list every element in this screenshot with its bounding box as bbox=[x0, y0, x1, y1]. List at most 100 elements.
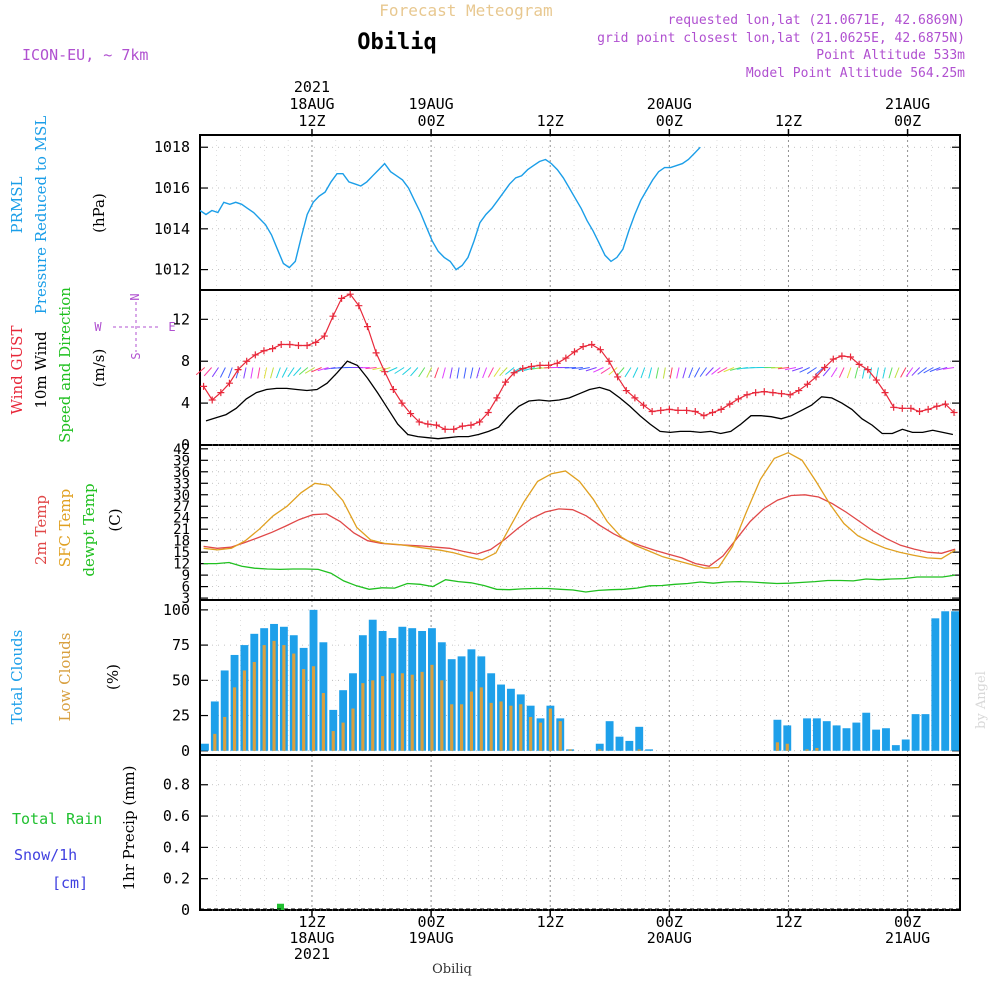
wind-arrow bbox=[711, 367, 721, 375]
low-cloud-bar bbox=[558, 721, 562, 751]
low-cloud-bar bbox=[262, 645, 266, 751]
gust-point bbox=[829, 355, 837, 363]
total-cloud-bar bbox=[803, 718, 811, 751]
gust-point bbox=[260, 347, 268, 355]
y-tick-label: 0.6 bbox=[163, 807, 190, 825]
sfc-temp-line bbox=[203, 451, 956, 569]
y-tick-label: 0 bbox=[181, 901, 190, 919]
gust-point bbox=[501, 378, 509, 386]
wind-arrow bbox=[227, 367, 233, 379]
y-tick-label: 6 bbox=[182, 580, 190, 596]
gust-point bbox=[389, 385, 397, 393]
bottom-axis-label: 12Z bbox=[298, 913, 325, 931]
wind-arrow bbox=[304, 367, 316, 374]
gust-point bbox=[398, 399, 406, 407]
temp-ylabel-3: dewpt Temp bbox=[80, 483, 98, 576]
low-cloud-bar bbox=[282, 645, 286, 751]
precip-y-axis: 0 0.2 0.4 0.6 0.8 bbox=[163, 776, 960, 919]
total-cloud-bar bbox=[635, 726, 644, 751]
wind-arrow bbox=[699, 367, 707, 377]
low-cloud-bar bbox=[430, 664, 434, 751]
total-cloud-bar bbox=[625, 740, 634, 751]
compass-e: E bbox=[168, 320, 175, 334]
wind-arrow bbox=[386, 367, 398, 373]
low-cloud-bar bbox=[538, 722, 543, 751]
gust-point bbox=[545, 361, 553, 369]
precip-panel bbox=[199, 754, 961, 911]
chart-title: Forecast Meteogram bbox=[379, 1, 552, 20]
precip-legend: Total Rain Snow/1h [cm] 1hr Precip (mm) bbox=[12, 765, 138, 892]
y-tick-label: 0 bbox=[181, 436, 190, 454]
wind-arrow bbox=[441, 367, 446, 379]
gust-point bbox=[588, 340, 596, 348]
low-cloud-bar bbox=[775, 742, 779, 751]
gust-point bbox=[700, 412, 708, 420]
wind-arrow bbox=[317, 367, 329, 372]
pressure-ylabel: PRMSL Pressure Reduced to MSL (hPa) bbox=[8, 116, 108, 315]
total-cloud-bar bbox=[645, 749, 654, 751]
pressure-panel bbox=[199, 134, 961, 291]
wind-y-axis: 0 4 8 12 bbox=[172, 310, 960, 454]
wind-arrow bbox=[263, 367, 268, 379]
low-cloud-bar bbox=[292, 653, 296, 751]
low-cloud-bar bbox=[321, 693, 325, 751]
pressure-ylabel-1: PRMSL bbox=[8, 176, 26, 233]
wind-arrow bbox=[499, 367, 508, 377]
wind-arrow bbox=[476, 367, 481, 379]
bottom-axis-label: 2021 bbox=[294, 945, 330, 963]
low-cloud-bar bbox=[499, 701, 503, 751]
total-cloud-bar bbox=[951, 611, 959, 751]
top-axis-label: 19AUG bbox=[409, 95, 454, 113]
gust-point bbox=[243, 357, 251, 365]
y-tick-label: 12 bbox=[173, 557, 190, 573]
low-cloud-bar bbox=[479, 687, 483, 751]
wind-arrow bbox=[662, 367, 666, 379]
wind-arrow bbox=[655, 367, 659, 379]
wind-arrow bbox=[276, 367, 281, 379]
top-axis-label: 20AUG bbox=[647, 95, 692, 113]
gust-point bbox=[622, 387, 630, 395]
wind-arrow bbox=[830, 367, 838, 378]
compass-n: N bbox=[128, 293, 142, 300]
gust-point bbox=[458, 422, 466, 430]
top-axis-label: 12Z bbox=[298, 112, 325, 130]
total-cloud-bar bbox=[872, 729, 881, 751]
gust-point bbox=[225, 379, 233, 387]
gust-point bbox=[760, 388, 768, 396]
top-axis-label: 00Z bbox=[894, 112, 921, 130]
gust-point bbox=[726, 400, 734, 408]
wind-arrow bbox=[640, 367, 646, 379]
wind-arrow bbox=[676, 367, 680, 379]
gust-point bbox=[864, 366, 872, 374]
gust-point bbox=[432, 421, 440, 429]
total-cloud-bar bbox=[595, 743, 604, 751]
gust-point bbox=[795, 387, 803, 395]
clouds-ylabel: Total Clouds Low Clouds (%) bbox=[8, 630, 122, 725]
y-tick-label: 36 bbox=[173, 465, 190, 481]
gust-point bbox=[924, 405, 932, 413]
gust-point bbox=[562, 354, 570, 362]
wind-arrow bbox=[669, 367, 673, 379]
gust-point bbox=[941, 400, 949, 408]
gust-point bbox=[709, 409, 717, 417]
gust-point bbox=[614, 373, 622, 381]
low-cloud-bar bbox=[252, 662, 256, 751]
precip-legend-snow: Snow/1h bbox=[14, 846, 77, 864]
precip-frame bbox=[199, 754, 961, 911]
gust-point bbox=[510, 369, 518, 377]
wind-arrow bbox=[838, 367, 845, 378]
y-tick-label: 24 bbox=[173, 511, 190, 527]
clouds-ylabel-1: Total Clouds bbox=[8, 630, 26, 725]
wind-arrow bbox=[854, 367, 859, 379]
wind-arrow bbox=[730, 367, 742, 371]
wind-arrow bbox=[770, 367, 783, 369]
pressure-ylabel-unit: (hPa) bbox=[90, 193, 108, 233]
gust-point bbox=[355, 302, 363, 310]
wind-arrow bbox=[402, 367, 412, 376]
top-axis-label: 2021 bbox=[294, 78, 330, 96]
gust-point bbox=[208, 396, 216, 404]
total-cloud-bar bbox=[941, 611, 950, 751]
gust-point bbox=[855, 360, 863, 368]
wind-arrow bbox=[482, 367, 488, 379]
temperature-frame bbox=[199, 444, 961, 601]
